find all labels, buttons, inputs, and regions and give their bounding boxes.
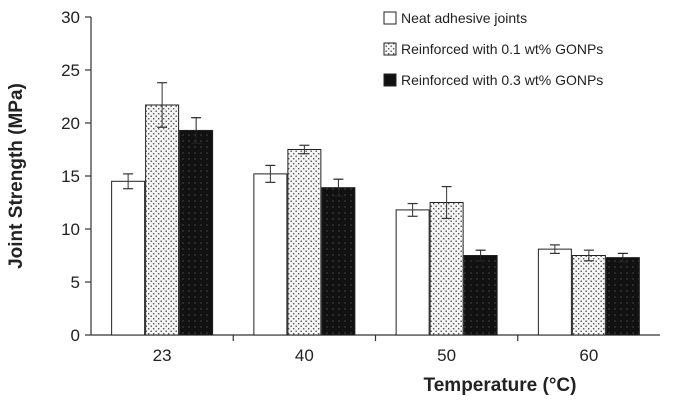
x-tick-label: 23 [153,346,172,365]
bar-series-3-60 [605,257,640,336]
legend: Neat adhesive joints Reinforced with 0.1 … [383,10,603,88]
error-bars [123,82,628,263]
legend-label-series-1: Neat adhesive joints [401,10,527,26]
y-tick-label: 15 [61,167,80,186]
bars [111,104,640,336]
y-tick-label: 0 [71,326,80,345]
bar-series-2-50 [429,202,464,336]
bar-series-2-40 [287,149,322,336]
bar-series-1-50 [395,209,430,336]
y-tick-label: 20 [61,114,80,133]
legend-swatch-series-2 [383,42,397,56]
x-ticks: 23 40 50 60 [153,335,598,365]
y-ticks: 0 5 10 15 20 25 30 [61,8,91,345]
bar-series-1-40 [253,173,288,336]
bar-series-1-60 [537,248,572,336]
bar-series-3-23 [179,129,214,336]
x-tick-label: 40 [295,346,314,365]
y-tick-label: 5 [71,273,80,292]
y-tick-label: 30 [61,8,80,27]
x-tick-label: 60 [579,346,598,365]
y-tick-label: 10 [61,220,80,239]
y-tick-label: 25 [61,61,80,80]
x-tick-label: 50 [437,346,456,365]
legend-label-series-3: Reinforced with 0.3 wt% GONPs [401,72,603,88]
legend-swatch-series-3 [383,73,397,87]
bar-series-2-60 [571,255,606,336]
bar-series-3-50 [463,255,498,336]
bar-series-3-40 [321,187,356,336]
y-axis-title: Joint Strength (MPa) [6,83,27,269]
x-axis-title: Temperature (°C) [424,375,577,396]
bar-series-1-23 [111,180,146,336]
legend-label-series-2: Reinforced with 0.1 wt% GONPs [401,41,603,57]
bar-series-2-23 [145,104,180,336]
legend-swatch-series-1 [383,11,397,25]
